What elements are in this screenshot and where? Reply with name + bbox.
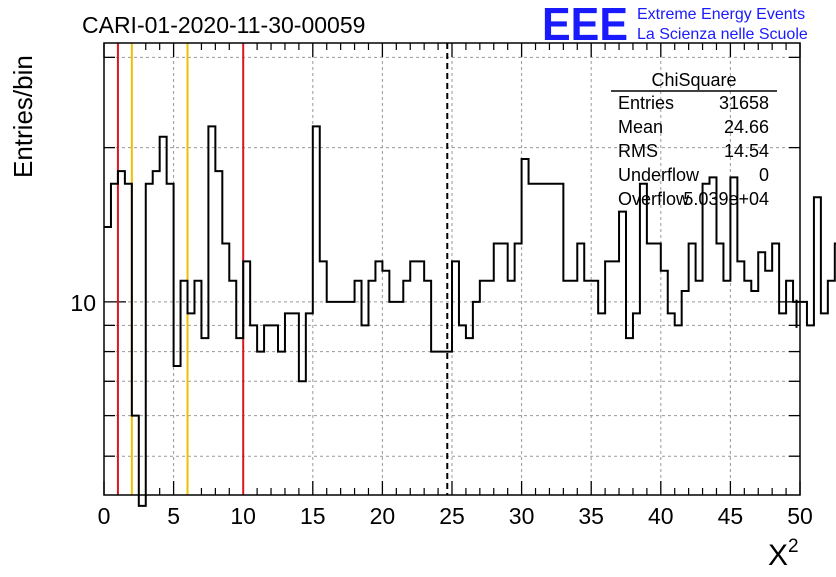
plot-frame [103,42,801,496]
y-axis-title: Entries/bin [8,55,38,178]
logo-line1: Extreme Energy Events [637,6,805,23]
x-tick-label: 30 [509,503,535,529]
x-tick-label: 50 [787,503,813,529]
x-axis-title-base: X [768,539,788,572]
eee-logo: EEE Extreme Energy Events La Scienza nel… [542,0,808,50]
chart-title: CARI-01-2020-11-30-00059 [82,12,365,38]
x-axis-title: X2 [768,536,799,572]
x-tick-labels: 0 5 10 15 20 25 30 35 40 45 50 [98,503,813,529]
x-tick-label: 45 [718,503,744,529]
y-tick-labels: 10 [70,290,96,316]
stats-row-value: 0 [759,165,769,185]
stats-row-label: Overflow [618,189,690,209]
stats-row-value: 5.039e+04 [683,189,769,209]
stats-row-value: 31658 [719,93,769,113]
x-tick-label: 25 [439,503,465,529]
x-tick-label: 10 [230,503,256,529]
stats-row-value: 24.66 [724,117,769,137]
stats-row: Mean 24.66 [618,117,769,137]
stats-title: ChiSquare [651,70,736,90]
histogram-line [104,125,836,507]
x-tick-label: 35 [578,503,604,529]
x-tick-label: 40 [648,503,674,529]
stats-box: ChiSquare Entries 31658 Mean 24.66 RMS 14.54 U… [611,70,777,209]
stats-row: Entries 31658 [618,93,769,113]
stats-row: Underflow 0 [618,165,769,185]
stats-row-label: Mean [618,117,663,137]
x-tick-label: 15 [300,503,326,529]
x-axis-title-sup: 2 [788,536,799,557]
x-tick-label: 0 [98,503,111,529]
stats-row: RMS 14.54 [618,141,769,161]
x-tick-label: 20 [370,503,396,529]
y-tick-label: 10 [70,290,96,316]
x-tick-label: 5 [167,503,180,529]
logo-line2: La Scienza nelle Scuole [637,26,808,43]
stats-row-label: Underflow [618,165,700,185]
stats-row-value: 14.54 [724,141,769,161]
stats-row-label: RMS [618,141,658,161]
stats-row-label: Entries [618,93,674,113]
logo-mark: EEE [542,0,628,50]
